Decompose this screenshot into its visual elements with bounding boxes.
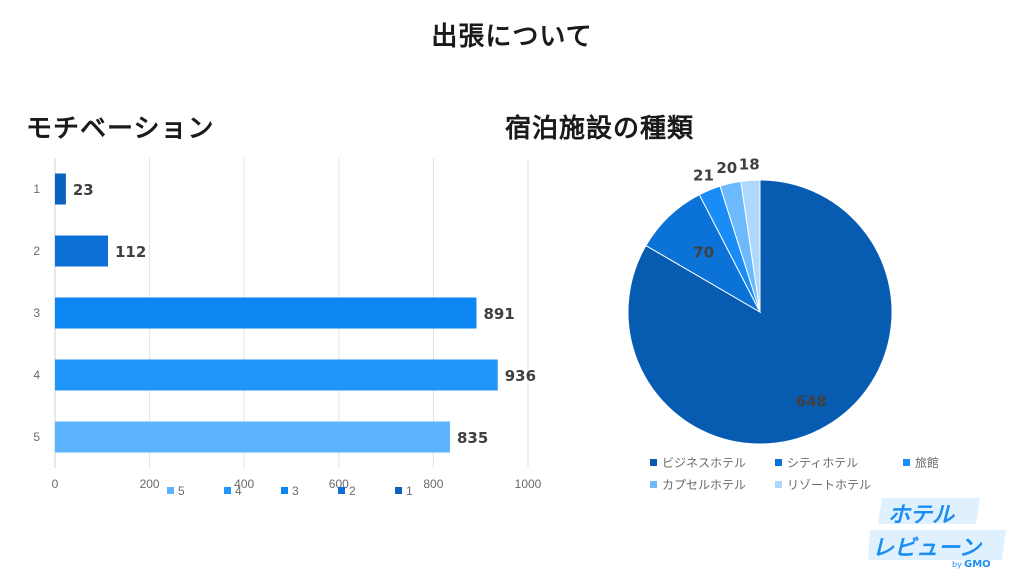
- legend-label: リゾートホテル: [787, 478, 871, 492]
- y-tick-label: 1: [33, 182, 40, 196]
- data-label: 23: [73, 181, 94, 199]
- legend-swatch: [775, 459, 782, 466]
- data-label: 20: [716, 159, 737, 177]
- x-tick-label: 800: [423, 477, 443, 491]
- legend-label: 1: [406, 484, 413, 498]
- legend-swatch: [650, 481, 657, 488]
- legend-swatch: [650, 459, 657, 466]
- bar: [55, 297, 477, 329]
- svg-text:by: by: [952, 560, 962, 569]
- legend-label: ビジネスホテル: [662, 456, 746, 470]
- x-tick-label: 1000: [515, 477, 542, 491]
- y-tick-label: 4: [33, 368, 40, 382]
- y-tick-label: 2: [33, 244, 40, 258]
- legend-label: 2: [349, 484, 356, 498]
- hotel-review-logo: ホテル レビューン by GMO: [868, 498, 1006, 570]
- data-label: 648: [796, 392, 827, 410]
- x-tick-label: 400: [234, 477, 254, 491]
- legend-swatch: [903, 459, 910, 466]
- svg-text:ホテル: ホテル: [888, 503, 955, 528]
- legend-label: 旅館: [915, 455, 939, 470]
- legend-label: 3: [292, 484, 299, 498]
- data-label: 112: [115, 243, 146, 261]
- pie-slice: [740, 179, 761, 313]
- data-label: 835: [457, 429, 488, 447]
- legend-swatch: [167, 487, 174, 494]
- legend-swatch: [224, 487, 231, 494]
- data-label: 21: [693, 166, 714, 184]
- pie-chart-title: 宿泊施設の種類: [505, 114, 695, 144]
- legend-swatch: [281, 487, 288, 494]
- page-title: 出張について: [431, 22, 593, 52]
- legend-label: シティホテル: [787, 456, 858, 470]
- y-tick-label: 5: [33, 430, 40, 444]
- legend-label: カプセルホテル: [662, 478, 746, 492]
- data-label: 936: [505, 367, 536, 385]
- svg-text:GMO: GMO: [964, 559, 991, 570]
- bar: [55, 173, 66, 205]
- x-tick-label: 200: [140, 477, 160, 491]
- bar: [55, 235, 108, 267]
- legend-swatch: [395, 487, 402, 494]
- data-label: 18: [739, 156, 760, 174]
- svg-text:レビューン: レビューン: [872, 536, 983, 561]
- data-label: 70: [693, 244, 714, 262]
- bar: [55, 421, 450, 453]
- legend-label: 5: [178, 484, 185, 498]
- y-tick-label: 3: [33, 306, 40, 320]
- legend-label: 4: [235, 484, 242, 498]
- bar: [55, 359, 498, 391]
- x-tick-label: 0: [52, 477, 59, 491]
- legend-swatch: [775, 481, 782, 488]
- data-label: 891: [483, 305, 514, 323]
- legend-swatch: [338, 487, 345, 494]
- bar-chart-title: モチベーション: [26, 114, 215, 144]
